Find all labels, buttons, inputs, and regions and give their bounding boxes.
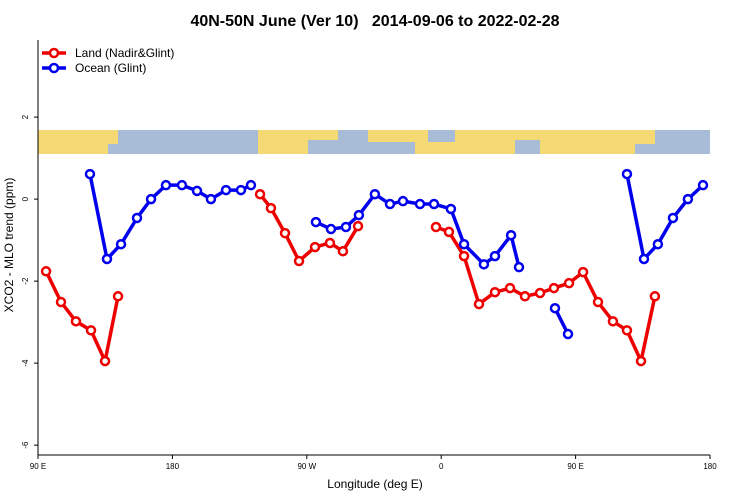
x-tick-label: 90 E xyxy=(567,462,583,471)
data-point xyxy=(638,253,650,265)
data-point xyxy=(489,250,501,262)
data-point xyxy=(458,250,470,262)
data-point xyxy=(473,298,485,310)
data-point xyxy=(443,226,455,238)
y-tick-label: -6 xyxy=(21,441,30,449)
data-point xyxy=(504,282,516,294)
data-point xyxy=(131,212,143,224)
data-point xyxy=(489,286,501,298)
data-point xyxy=(621,325,633,336)
data-point xyxy=(384,198,396,210)
data-point xyxy=(337,245,349,257)
chart-title: 40N-50N June (Ver 10) 2014-09-06 to 2022… xyxy=(190,13,559,30)
x-tick-label: 90 W xyxy=(297,462,316,471)
x-tick-label: 180 xyxy=(703,462,717,471)
data-point xyxy=(101,253,113,265)
data-point xyxy=(682,193,694,205)
data-point xyxy=(562,328,574,340)
x-tick-label: 90 E xyxy=(30,462,46,471)
legend-label: Ocean (Glint) xyxy=(75,61,146,75)
data-point xyxy=(112,291,124,302)
data-point xyxy=(205,193,217,205)
data-point xyxy=(40,266,52,277)
data-point xyxy=(245,179,257,191)
map-strip xyxy=(38,130,710,154)
data-point xyxy=(310,216,322,228)
series-line xyxy=(88,173,705,335)
data-point xyxy=(85,325,97,336)
data-point xyxy=(84,168,96,180)
data-point xyxy=(397,195,409,207)
data-point xyxy=(592,296,604,308)
y-tick-label: -4 xyxy=(21,359,30,367)
data-point xyxy=(254,188,266,200)
data-point xyxy=(430,221,442,233)
data-point xyxy=(414,198,426,210)
data-point xyxy=(428,198,440,210)
x-axis-label: Longitude (deg E) xyxy=(327,477,422,491)
legend: Land (Nadir&Glint)Ocean (Glint) xyxy=(42,46,174,75)
data-point xyxy=(563,277,575,289)
x-tick-label: 180 xyxy=(166,462,180,471)
data-point xyxy=(534,287,546,299)
data-point xyxy=(652,238,664,250)
data-point xyxy=(324,237,336,249)
data-point xyxy=(353,209,365,221)
legend-marker xyxy=(48,62,60,74)
data-point xyxy=(145,193,157,205)
data-point xyxy=(649,291,661,302)
data-point xyxy=(352,220,364,232)
data-point xyxy=(369,188,381,200)
data-point xyxy=(160,179,172,191)
data-point xyxy=(505,229,517,241)
data-point xyxy=(191,185,203,197)
data-point xyxy=(458,238,470,250)
y-tick-label: -2 xyxy=(21,277,30,285)
y-tick-label: 0 xyxy=(21,196,30,201)
data-point xyxy=(325,223,337,235)
data-point xyxy=(55,296,67,308)
data-point xyxy=(635,355,647,367)
data-point xyxy=(235,184,247,196)
x-tick-label: 0 xyxy=(439,462,444,471)
data-point xyxy=(279,227,291,239)
data-point xyxy=(519,291,531,302)
legend-marker xyxy=(48,47,60,59)
y-tick-label: 2 xyxy=(21,114,30,119)
data-point xyxy=(549,302,561,314)
data-point xyxy=(621,168,633,180)
data-point xyxy=(667,212,679,224)
data-point xyxy=(99,355,111,367)
data-point xyxy=(309,241,321,253)
data-point xyxy=(115,238,127,250)
data-point xyxy=(176,179,188,191)
data-point xyxy=(577,266,589,278)
data-point xyxy=(220,184,232,196)
data-point xyxy=(478,259,490,270)
data-point xyxy=(607,316,619,327)
y-axis-label: XCO2 - MLO trend (ppm) xyxy=(2,178,16,313)
data-point xyxy=(548,282,560,294)
data-point xyxy=(293,255,305,267)
data-point xyxy=(340,221,352,233)
data-point xyxy=(70,316,82,327)
legend-label: Land (Nadir&Glint) xyxy=(75,46,174,60)
data-point xyxy=(513,261,525,273)
data-point xyxy=(265,202,277,214)
data-point xyxy=(445,203,457,215)
data-point xyxy=(697,179,709,191)
